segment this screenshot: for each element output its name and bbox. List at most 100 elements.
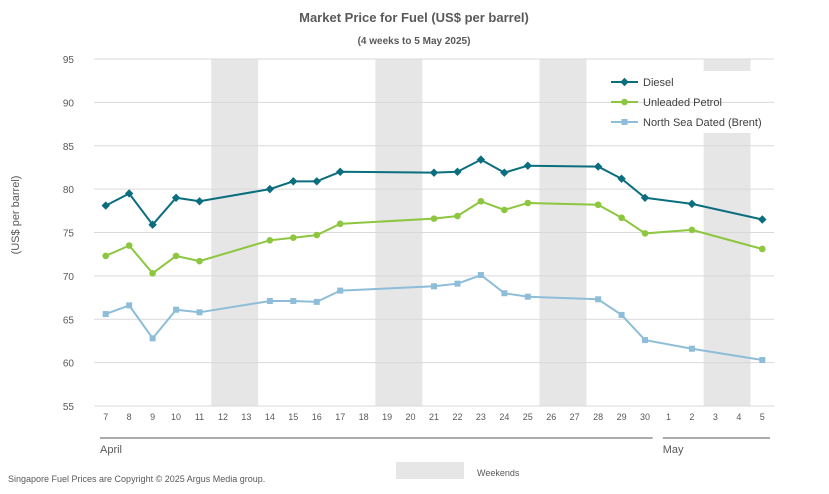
diesel-point <box>195 197 204 206</box>
diesel-point <box>593 162 603 171</box>
month-label: May <box>663 444 684 456</box>
y-tick-label: 55 <box>63 402 75 413</box>
unleaded-petrol-point <box>454 212 461 220</box>
unleaded-petrol-point <box>266 237 274 244</box>
x-tick-label: 15 <box>288 412 298 422</box>
series-unleaded-petrol <box>102 197 766 277</box>
legend-marker <box>621 98 628 106</box>
north-sea-dated-brent-point <box>149 335 156 342</box>
unleaded-petrol-point <box>524 199 532 207</box>
diesel-point <box>640 193 650 202</box>
unleaded-petrol-point <box>641 230 649 237</box>
north-sea-dated-brent-point <box>595 296 602 303</box>
diesel-point <box>500 168 509 177</box>
x-tick-label: 12 <box>218 412 228 422</box>
gridlines <box>94 58 774 407</box>
unleaded-petrol-point <box>196 257 203 265</box>
weekends-legend-label: Weekends <box>477 468 520 478</box>
x-tick-label: 18 <box>359 412 369 422</box>
x-tick-label: 27 <box>570 412 580 422</box>
x-tick-label: 13 <box>241 412 251 422</box>
x-tick-label: 3 <box>713 412 718 422</box>
series-diesel <box>101 155 767 229</box>
x-tick-label: 25 <box>523 412 533 422</box>
legend-item-diesel: Diesel <box>611 77 674 89</box>
x-tick-label: 9 <box>150 412 155 422</box>
chart-subtitle: (4 weeks to 5 May 2025) <box>358 36 471 47</box>
x-axis-ticks: 7 8 9 10 11 12 13 14 15 16 17 18 19 20 21 22 23 24 25 26 27 2… <box>103 412 765 422</box>
unleaded-petrol-point <box>125 242 133 249</box>
x-tick-label: 29 <box>617 412 627 422</box>
legend-label: North Sea Dated (Brent) <box>643 117 762 129</box>
north-sea-dated-brent-point <box>688 345 695 352</box>
unleaded-petrol-point <box>594 201 602 209</box>
north-sea-dated-brent-point <box>454 280 461 287</box>
unleaded-petrol-point <box>149 269 156 277</box>
north-sea-dated-brent-point <box>126 302 133 309</box>
y-tick-label: 90 <box>63 98 75 109</box>
north-sea-dated-brent-point <box>290 298 297 305</box>
series-north-sea-dated-brent <box>102 272 766 364</box>
x-tick-label: 11 <box>195 412 204 422</box>
x-tick-label: 4 <box>736 412 741 422</box>
diesel-point <box>453 167 462 176</box>
x-tick-label: 22 <box>452 412 462 422</box>
legend: Diesel Unleaded Petrol North Sea Dated (Br… <box>611 77 762 129</box>
diesel-point <box>265 184 275 194</box>
diesel-point <box>289 177 298 186</box>
x-tick-label: 19 <box>382 412 392 422</box>
chart-title: Market Price for Fuel (US$ per barrel) <box>299 10 529 25</box>
copyright-footer: Singapore Fuel Prices are Copyright © 20… <box>8 474 265 484</box>
y-tick-label: 95 <box>63 55 75 66</box>
north-sea-dated-brent-point <box>266 298 273 305</box>
unleaded-petrol-point <box>618 214 625 222</box>
y-tick-label: 60 <box>63 359 75 370</box>
legend-label: Unleaded Petrol <box>643 97 722 109</box>
diesel-point <box>101 201 110 210</box>
north-sea-dated-brent-point <box>618 311 625 318</box>
diesel-point <box>476 155 486 164</box>
x-tick-label: 10 <box>171 412 181 422</box>
weekends-legend-swatch <box>396 462 464 479</box>
x-tick-label: 1 <box>666 412 671 422</box>
north-sea-dated-brent-point <box>501 290 508 297</box>
north-sea-dated-brent-point <box>477 272 484 279</box>
diesel-point <box>687 199 697 209</box>
month-axis: April May <box>100 437 770 456</box>
x-tick-label: 16 <box>312 412 322 422</box>
x-tick-label: 7 <box>103 412 108 422</box>
north-sea-dated-brent-point <box>337 287 344 294</box>
diesel-point <box>124 189 134 198</box>
unleaded-petrol-point <box>501 206 508 214</box>
x-tick-label: 5 <box>760 412 765 422</box>
unleaded-petrol-point <box>102 252 110 260</box>
y-axis-ticks: 55 60 65 70 75 80 85 90 95 <box>63 55 75 413</box>
unleaded-petrol-point <box>688 226 696 234</box>
north-sea-dated-brent-point <box>313 298 320 305</box>
diesel-point <box>312 177 321 186</box>
north-sea-dated-brent-point <box>196 309 203 316</box>
x-tick-label: 30 <box>640 412 650 422</box>
series-layer <box>101 155 767 364</box>
unleaded-petrol-point <box>477 197 485 205</box>
y-tick-label: 80 <box>63 185 75 196</box>
diesel-point <box>758 215 767 224</box>
diesel-point <box>523 161 532 170</box>
legend-label: Diesel <box>643 77 674 89</box>
diesel-point <box>148 220 157 229</box>
x-tick-label: 21 <box>429 412 439 422</box>
x-tick-label: 17 <box>335 412 345 422</box>
north-sea-dated-brent-point <box>102 311 109 318</box>
unleaded-petrol-point <box>290 234 297 242</box>
y-axis-label: (US$ per barrel) <box>10 176 22 255</box>
unleaded-petrol-point <box>172 252 180 260</box>
north-sea-dated-brent-point <box>524 293 531 300</box>
x-tick-label: 23 <box>476 412 486 422</box>
north-sea-dated-brent-point <box>759 357 766 364</box>
unleaded-petrol-line <box>105 200 763 275</box>
y-tick-label: 65 <box>63 315 75 326</box>
north-sea-dated-brent-point <box>173 306 180 313</box>
month-label: April <box>100 444 122 456</box>
north-sea-dated-brent-point <box>431 283 437 290</box>
unleaded-petrol-point <box>430 215 438 222</box>
